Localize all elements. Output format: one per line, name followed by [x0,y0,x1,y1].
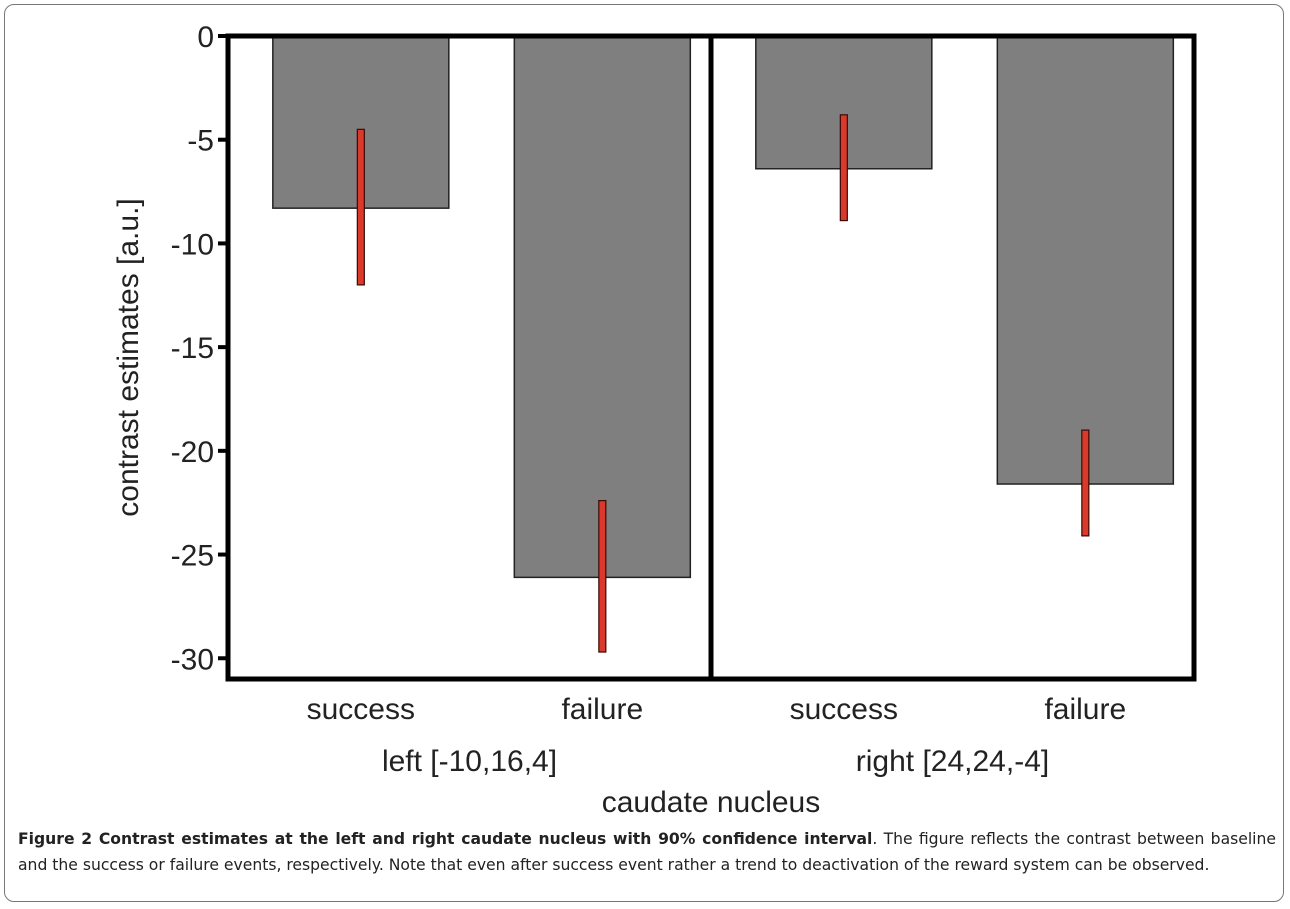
x-axis-label: caudate nucleus [602,786,821,819]
category-label: success [307,693,415,726]
y-tick-label: -25 [171,540,214,573]
panel-label-1: right [24,24,-4] [856,745,1049,778]
error-bar-0-failure [599,501,606,652]
bar-1-failure [997,36,1173,484]
category-label: failure [561,693,643,726]
y-tick-label: -10 [171,228,214,261]
category-label: failure [1044,693,1126,726]
error-bar-1-failure [1082,430,1089,536]
error-bar-1-success [840,115,847,221]
category-label: success [790,693,898,726]
y-tick-label: -15 [171,332,214,365]
y-tick-label: 0 [197,21,214,54]
bar-0-failure [514,36,690,577]
y-tick-label: -30 [171,643,214,676]
y-axis-label: contrast estimates [a.u.] [112,198,145,516]
y-tick-label: -20 [171,436,214,469]
y-tick-label: -5 [187,125,214,158]
figure-caption: Figure 2 Contrast estimates at the left … [18,826,1276,878]
error-bar-0-success [357,129,364,285]
caption-title: Figure 2 Contrast estimates at the left … [18,830,872,848]
panel-label-0: left [-10,16,4] [382,745,557,778]
